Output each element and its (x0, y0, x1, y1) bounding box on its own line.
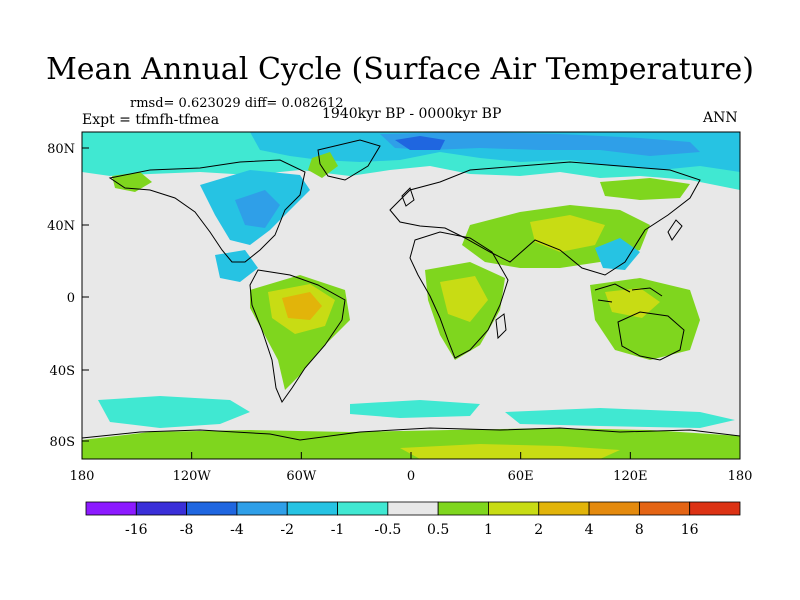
coast-greenland (317, 139, 381, 181)
lon-label: 120W (173, 469, 212, 484)
season-label: ANN (703, 110, 738, 126)
colorbar-box (689, 501, 741, 516)
colorbar-label: 2 (534, 522, 543, 538)
coast-australia (617, 311, 685, 361)
coast-japan (667, 219, 683, 241)
colorbar-box (488, 501, 540, 516)
colorbar-label: 0.5 (427, 522, 449, 538)
greenland-warm (308, 152, 338, 178)
colorbar-label: -1 (331, 522, 345, 538)
coast-indonesia (594, 283, 663, 303)
colorbar-label: 16 (681, 522, 699, 538)
colorbar-box (638, 501, 691, 516)
colorbar-box (286, 501, 338, 516)
colorbar-label: -2 (280, 522, 294, 538)
antarctica-warm-core (400, 444, 620, 459)
longitude-axis: 180 120W 60W 0 60E 120E 180 (70, 452, 753, 484)
lat-label: 40S (50, 364, 75, 379)
coast-antarctica (82, 427, 740, 441)
stats-text: rmsd= 0.623029 diff= 0.082612 (130, 96, 344, 111)
siberia-warm (600, 178, 690, 200)
lon-label: 60W (286, 469, 317, 484)
coast-madagascar (495, 313, 507, 340)
colorbar-box (538, 501, 590, 516)
colorbar: -16 -8 -4 -2 -1 -0.5 0.5 1 2 4 8 16 (85, 501, 741, 538)
north-america-cool-core (235, 190, 280, 228)
lon-label: 180 (70, 469, 95, 484)
colorbar-label: 8 (635, 522, 644, 538)
colorbar-box (387, 501, 439, 516)
amazon-hot-core (282, 292, 322, 320)
colorbar-box (236, 501, 288, 516)
maritime-warm-core (605, 288, 660, 318)
africa-warm-core (440, 276, 488, 322)
lon-label: 0 (407, 469, 415, 484)
lat-label: 40N (47, 219, 75, 234)
colorbar-box (85, 501, 137, 516)
southern-ocean-cool (98, 396, 250, 428)
colorbar-label: -0.5 (374, 522, 401, 538)
colorbar-box (588, 501, 640, 516)
lon-label: 180 (728, 469, 753, 484)
colorbar-label: -4 (230, 522, 244, 538)
colorbar-box (186, 501, 238, 516)
arctic-cool-core-2 (395, 136, 445, 150)
coast-uk (401, 187, 415, 207)
colorbar-label: -8 (180, 522, 194, 538)
latitude-axis: 80N 40N 0 40S 80S (47, 142, 89, 450)
southern-ocean-cool-3 (505, 408, 735, 428)
lat-label: 80N (47, 142, 75, 157)
coast-south-america (249, 269, 346, 404)
lat-label: 80S (50, 435, 75, 450)
lon-label: 120E (613, 469, 647, 484)
coastlines (82, 139, 740, 441)
period-label: 1940kyr BP - 0000kyr BP (322, 106, 502, 122)
colorbar-label: 1 (484, 522, 493, 538)
colorbar-label: 4 (585, 522, 594, 538)
central-america-cool (215, 250, 258, 282)
chart-title: Mean Annual Cycle (Surface Air Temperatu… (46, 52, 754, 87)
coast-africa (409, 231, 509, 359)
lon-label: 60E (508, 469, 534, 484)
coast-north-america (108, 159, 306, 263)
alaska-warm (112, 172, 152, 192)
temperature-field (82, 132, 740, 459)
colorbar-box (337, 501, 389, 516)
colorbar-label: -16 (125, 522, 148, 538)
eurasia-warm-core (530, 215, 605, 252)
southern-ocean-cool-2 (350, 400, 480, 418)
arctic-cool-core (380, 132, 700, 156)
colorbar-box (135, 501, 188, 516)
lat-label: 0 (67, 291, 75, 306)
east-asia-cool (595, 238, 640, 270)
experiment-label: Expt = tfmfh-tfmea (82, 112, 220, 128)
colorbar-box (437, 501, 489, 516)
